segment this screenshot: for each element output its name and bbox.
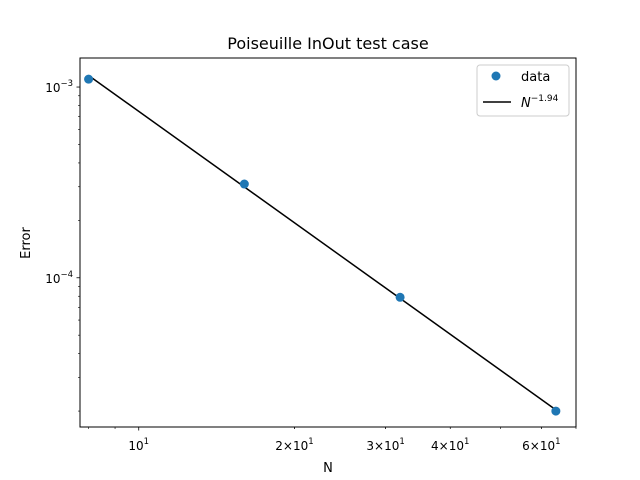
x-tick-label: 6×101 xyxy=(522,437,560,453)
y-tick-label: 10−3 xyxy=(45,79,73,95)
fit-line xyxy=(88,74,557,411)
x-tick-label: 2×101 xyxy=(275,437,313,453)
x-tick-label: 4×101 xyxy=(431,437,469,453)
legend-marker-data xyxy=(491,71,501,81)
x-axis: 101 2×101 3×101 4×101 6×101 xyxy=(88,427,577,453)
data-point xyxy=(239,179,249,189)
plot-area xyxy=(84,74,561,416)
data-point xyxy=(84,74,94,84)
legend-label-fit: N−1.94 xyxy=(521,94,559,111)
y-axis: 10−3 10−4 xyxy=(45,79,80,412)
x-tick-label: 101 xyxy=(128,437,149,453)
x-tick-label: 3×101 xyxy=(366,437,404,453)
legend: data N−1.94 xyxy=(476,64,570,117)
chart-title: Poiseuille InOut test case xyxy=(227,34,428,53)
plot-frame xyxy=(79,57,577,428)
x-axis-label: N xyxy=(323,461,333,476)
legend-label-data: data xyxy=(521,70,550,85)
y-axis-label: Error xyxy=(19,227,34,259)
data-point xyxy=(395,292,405,302)
data-point xyxy=(551,406,561,416)
y-tick-label: 10−4 xyxy=(45,270,73,286)
